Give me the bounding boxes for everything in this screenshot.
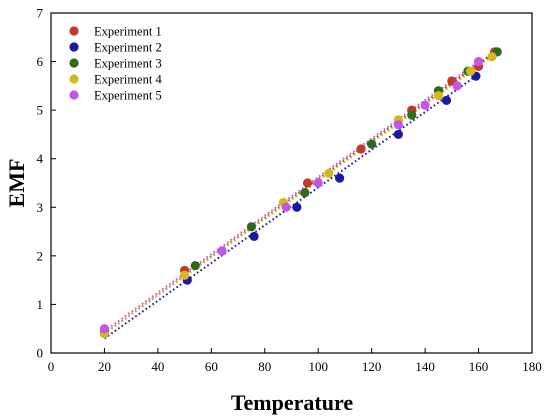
x-tick-label: 160 (469, 359, 489, 374)
legend-label: Experiment 1 (94, 25, 162, 39)
legend-marker (69, 74, 79, 84)
data-points (99, 47, 502, 339)
data-point (99, 324, 110, 334)
data-point (441, 95, 452, 106)
data-point (393, 120, 403, 130)
data-point (292, 202, 302, 212)
x-tick-label: 80 (258, 359, 271, 374)
data-point (367, 139, 377, 149)
y-tick-label: 0 (37, 346, 44, 361)
y-tick-label: 4 (37, 151, 44, 166)
data-point (246, 222, 257, 232)
y-tick-label: 2 (37, 248, 44, 263)
legend-marker (69, 58, 79, 68)
y-tick-label: 1 (37, 297, 44, 312)
data-point (420, 100, 430, 110)
x-tick-label: 180 (522, 359, 542, 374)
x-axis-title: Temperature (231, 390, 353, 415)
data-point (487, 52, 497, 62)
x-tick-label: 60 (205, 359, 218, 374)
data-point (300, 188, 310, 198)
y-axis-title: EMF (4, 159, 29, 208)
legend: Experiment 1 Experiment 2 Experiment 3 Expe… (69, 25, 162, 103)
x-tick-label: 120 (362, 359, 382, 374)
data-point (249, 231, 259, 242)
plot-frame (50, 12, 533, 354)
legend-label: Experiment 2 (94, 41, 162, 55)
data-point (335, 173, 345, 183)
data-point (356, 144, 366, 154)
legend-marker (69, 26, 79, 36)
data-point (313, 178, 323, 188)
data-point (393, 129, 403, 140)
y-tick-label: 7 (37, 6, 44, 21)
fit-line (103, 55, 493, 335)
x-tick-label: 0 (48, 359, 55, 374)
x-tick-label: 40 (151, 359, 164, 374)
data-point (465, 66, 476, 76)
y-tick-label: 6 (37, 54, 44, 69)
legend-label: Experiment 5 (94, 89, 162, 103)
data-point (302, 178, 313, 188)
legend-label: Experiment 4 (94, 73, 162, 87)
x-axis: 0 20 40 60 80 100 120 140 160 180 (48, 348, 542, 374)
data-point (407, 110, 417, 120)
data-point (473, 56, 484, 67)
data-point (217, 246, 227, 256)
data-point (452, 81, 462, 91)
fit-line (103, 60, 480, 332)
x-tick-label: 140 (415, 359, 435, 374)
y-tick-label: 5 (37, 103, 44, 118)
x-tick-label: 20 (98, 359, 111, 374)
y-tick-label: 3 (37, 200, 44, 215)
data-point (190, 260, 200, 271)
data-point (324, 168, 334, 178)
x-tick-label: 100 (308, 359, 328, 374)
legend-marker (69, 42, 79, 52)
legend-label: Experiment 3 (94, 57, 162, 71)
y-axis: 0 1 2 3 4 5 6 7 (37, 6, 56, 361)
data-point (180, 270, 190, 280)
data-point (433, 90, 444, 101)
data-point (281, 202, 291, 212)
legend-marker (69, 90, 79, 100)
